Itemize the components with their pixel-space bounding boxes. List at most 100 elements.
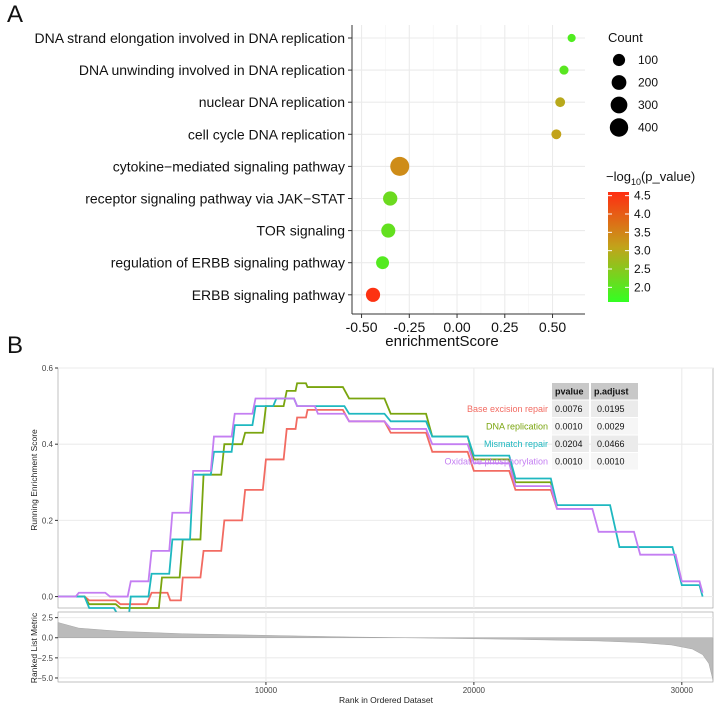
dotplot-point (559, 65, 569, 75)
table-header-pvalue: pvalue (555, 387, 584, 397)
table-row-name: Base excision repair (467, 404, 548, 414)
gsea-y-title: Running Enrichment Score (29, 429, 39, 531)
dotplot-x-title: enrichmentScore (385, 333, 498, 350)
dotplot-x-tick-label: 0.50 (539, 319, 566, 335)
gsea-y-tick-label: 0.2 (42, 516, 54, 525)
dotplot-point (567, 33, 576, 43)
size-legend-dot (611, 75, 627, 90)
gsea-enrichment-lines (58, 382, 704, 617)
table-pvalue: 0.0076 (555, 404, 583, 414)
gsea-y-tick-label: 0.6 (42, 364, 54, 373)
size-legend: Count 100 200 300 400 (608, 30, 658, 137)
dotplot-panel (352, 25, 585, 314)
dotplot-point (551, 129, 562, 140)
table-cell (552, 435, 589, 452)
dotplot-category-label: cell cycle DNA replication (188, 126, 345, 142)
color-legend-label: 4.0 (634, 207, 651, 221)
panel-letter-b: B (7, 332, 23, 359)
table-row-name: DNA replication (486, 422, 548, 432)
table-cell (591, 435, 638, 452)
dotplot-grid (352, 25, 585, 314)
dotplot-category-label: receptor signaling pathway via JAK−STAT (85, 191, 345, 207)
color-legend-title-suffix: (p_value) (641, 169, 695, 184)
dotplot-point (365, 287, 381, 302)
panel-letter-a: A (7, 1, 23, 28)
size-legend-dot (612, 53, 626, 67)
table-row-name: Mismatch repair (484, 439, 548, 449)
dotplot-category-label: DNA unwinding involved in DNA replicatio… (79, 62, 345, 78)
metric-y-tick-label: −2.5 (37, 654, 53, 663)
dotplot-category-labels: DNA strand elongation involved in DNA re… (34, 30, 352, 303)
dotplot-point (555, 97, 566, 108)
table-header-cell (591, 383, 638, 400)
color-legend: −log10(p_value) 4.5 4.0 3.5 3.0 2.5 2.0 (606, 169, 695, 302)
gsea-x-tick-label: 10000 (255, 686, 278, 695)
color-legend-label: 2.5 (634, 262, 651, 276)
metric-area (57, 622, 714, 681)
dotplot-points (365, 33, 576, 302)
gsea-x-tick-label: 30000 (671, 686, 694, 695)
dotplot-category-label: cytokine−mediated signaling pathway (113, 158, 345, 174)
size-legend-title: Count (608, 30, 643, 45)
dotplot-x-tick-label: 0.00 (443, 319, 470, 335)
table-cell (552, 418, 589, 435)
gsea-stats-table: pvalue p.adjust Base excision repair 0.0076… (444, 383, 638, 470)
color-legend-title-prefix: −log (606, 169, 631, 184)
metric-y-title: Ranked List Metric (29, 612, 39, 683)
dotplot-point (390, 156, 410, 176)
dotplot-category-label: regulation of ERBB signaling pathway (111, 255, 345, 271)
gsea-series-line (58, 397, 704, 598)
table-pvalue: 0.0010 (555, 422, 583, 432)
table-pvalue: 0.0010 (555, 457, 583, 467)
table-header-cell (552, 383, 589, 400)
color-legend-title: −log10(p_value) (606, 169, 695, 187)
table-header-padjust: p.adjust (594, 387, 629, 397)
gsea-x-tick-label: 20000 (463, 686, 486, 695)
table-cell (591, 400, 638, 417)
color-legend-label: 3.0 (634, 244, 651, 258)
dotplot-x-tick-label: -0.25 (393, 319, 425, 335)
color-legend-title-sub: 10 (631, 177, 641, 187)
metric-y-tick-label: −5.0 (37, 674, 53, 683)
dotplot-x-tick-label: 0.25 (491, 319, 518, 335)
size-legend-dot (609, 118, 629, 137)
size-legend-dot (610, 96, 628, 114)
dotplot-x-ticks: -0.50 -0.25 0.00 0.25 0.50 (346, 314, 566, 335)
dotplot-chart: DNA strand elongation involved in DNA re… (34, 25, 695, 350)
size-legend-label: 200 (638, 76, 658, 90)
gsea-y-tick-label: 0.4 (42, 440, 54, 449)
table-pvalue: 0.0204 (555, 439, 583, 449)
gsea-bottom-panel (57, 611, 714, 683)
table-padjust: 0.0010 (597, 457, 625, 467)
gsea-series-line (58, 409, 558, 606)
dotplot-category-label: TOR signaling (257, 223, 345, 239)
dotplot-point (376, 256, 390, 270)
dotplot-category-label: DNA strand elongation involved in DNA re… (34, 30, 345, 46)
color-legend-label: 4.5 (634, 189, 651, 203)
dotplot-x-tick-label: -0.50 (346, 319, 378, 335)
table-padjust: 0.0466 (597, 439, 625, 449)
metric-y-tick-label: 0.0 (42, 634, 54, 643)
table-padjust: 0.0029 (597, 422, 625, 432)
dotplot-point (381, 223, 396, 238)
table-cell (591, 418, 638, 435)
colorbar (608, 192, 629, 302)
gsea-y-tick-label: 0.0 (42, 593, 54, 602)
size-legend-label: 100 (638, 53, 658, 67)
gsea-x-title: Rank in Ordered Dataset (339, 695, 434, 705)
gsea-x-ticks: 10000 20000 30000 (255, 682, 694, 695)
color-legend-label: 3.5 (634, 225, 651, 239)
metric-y-ticks: 2.5 0.0 −2.5 −5.0 (37, 614, 58, 683)
gsea-y-ticks: 0.6 0.4 0.2 0.0 (42, 364, 58, 602)
table-cell (552, 453, 589, 470)
size-legend-label: 400 (638, 121, 658, 135)
gsea-chart: 0.6 0.4 0.2 0.0 Running Enrichment Score pv… (29, 364, 714, 705)
table-cell (591, 453, 638, 470)
table-cell (552, 400, 589, 417)
gsea-grid (58, 367, 713, 608)
dotplot-category-label: nuclear DNA replication (199, 94, 345, 110)
metric-y-tick-label: 2.5 (42, 614, 54, 623)
table-row-name: Oxidative phosphorylation (444, 457, 548, 467)
table-padjust: 0.0195 (597, 404, 625, 414)
